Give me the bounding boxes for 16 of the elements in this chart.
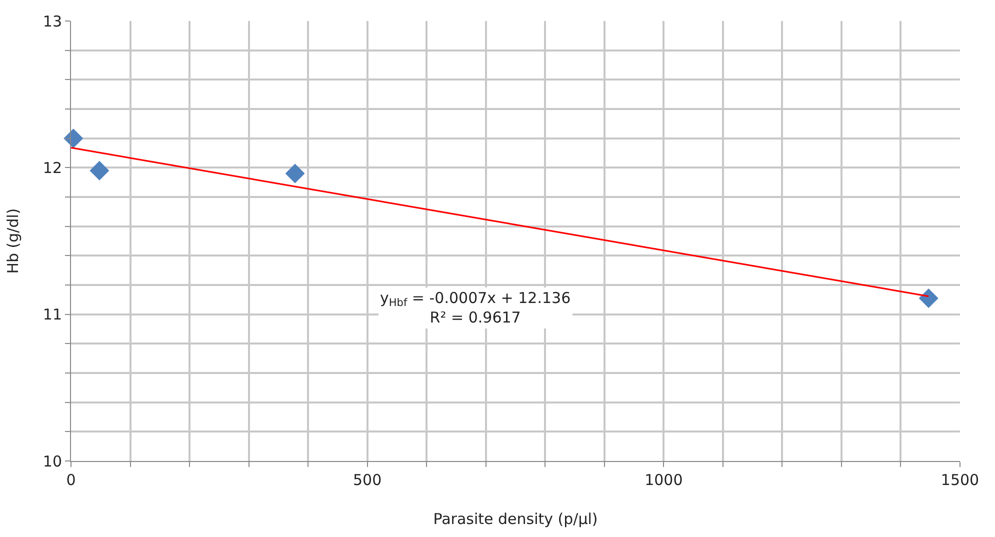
y-tick-label: 12 bbox=[42, 158, 62, 177]
x-tick-label: 0 bbox=[66, 471, 76, 489]
x-axis-title: Parasite density (p/µl) bbox=[433, 510, 598, 528]
y-tick-label: 13 bbox=[42, 12, 62, 30]
point bbox=[90, 160, 110, 180]
y-tick-label: 10 bbox=[42, 452, 62, 470]
x-tick-label: 1500 bbox=[940, 471, 980, 489]
x-tick-label: 1000 bbox=[644, 471, 683, 489]
annotation: y$_{Hbf}$ = -0.0007x + 12.136 bbox=[380, 289, 571, 310]
point bbox=[285, 164, 305, 184]
point bbox=[64, 128, 84, 148]
x-tick-label: 500 bbox=[353, 471, 382, 489]
y-axis-title: Hb (g/dl) bbox=[4, 208, 22, 274]
y-tick-label: 11 bbox=[42, 306, 62, 324]
annotation: R² = 0.9617 bbox=[430, 308, 521, 326]
point bbox=[918, 288, 938, 308]
